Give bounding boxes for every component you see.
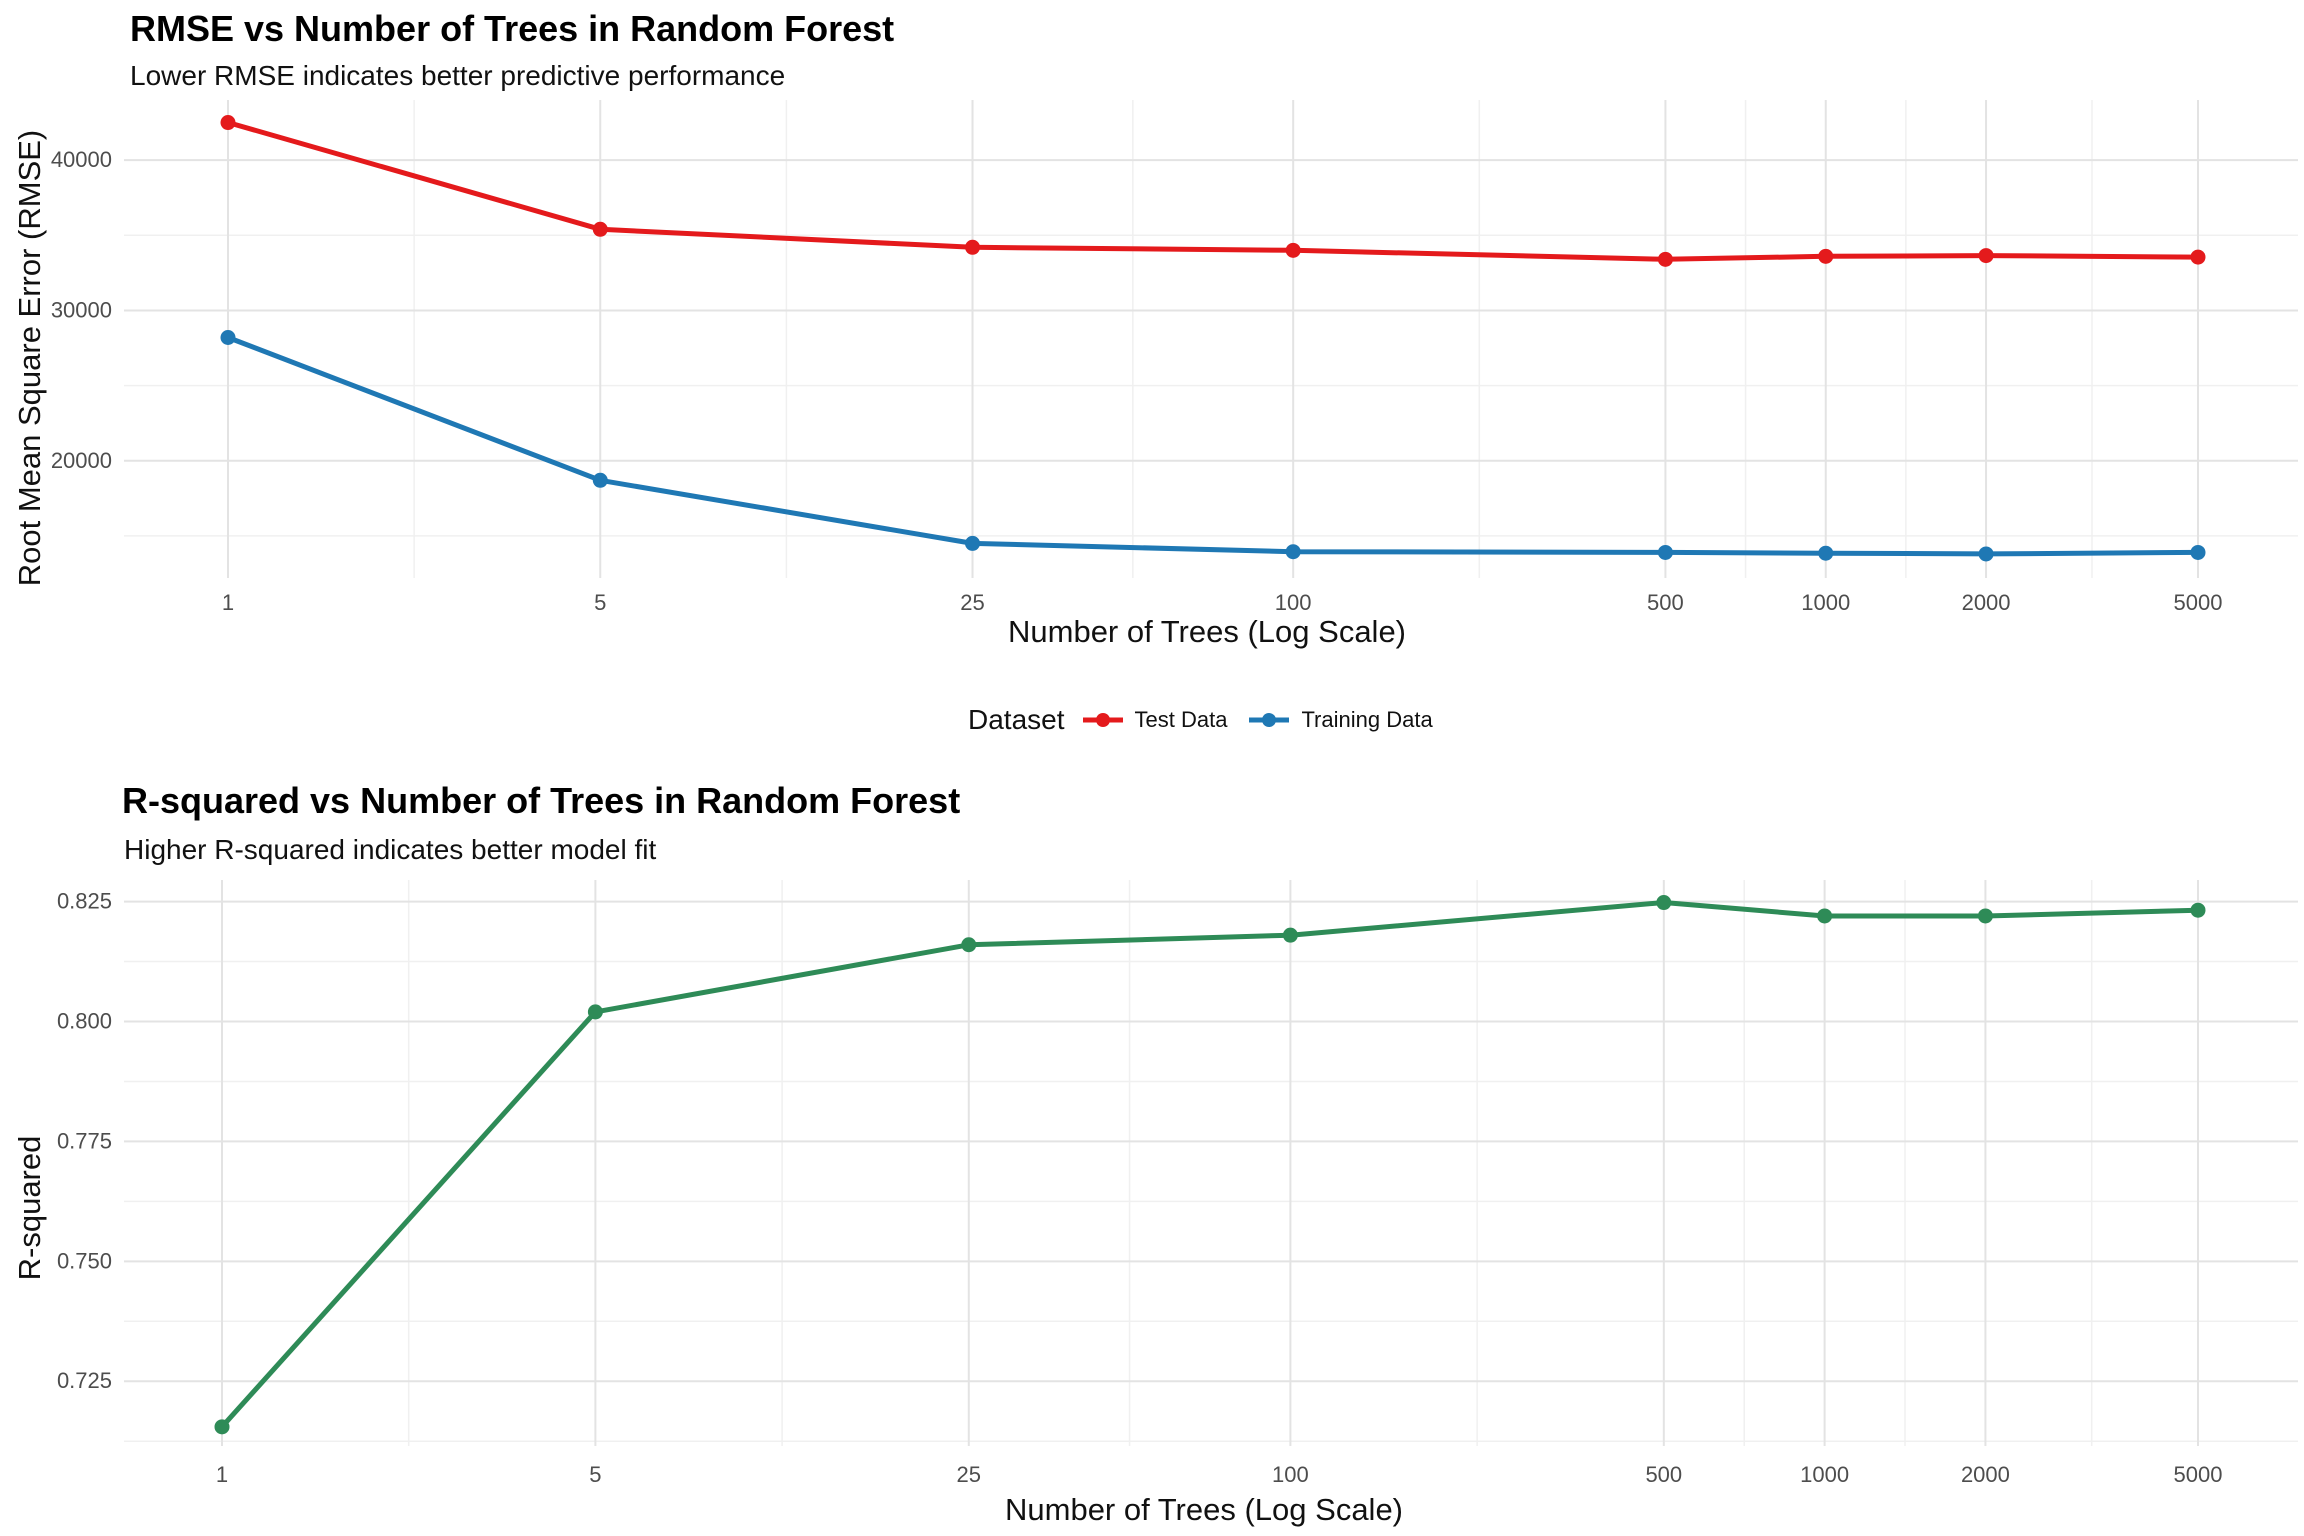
rmse-y-tick-label: 40000 (51, 147, 112, 172)
legend-title: Dataset (968, 704, 1065, 735)
rmse-series-training-data-point (1818, 545, 1834, 561)
rmse-y-tick-label: 20000 (51, 448, 112, 473)
rmse-series-test-data-point (965, 239, 981, 255)
legend-key-test-icon (1082, 713, 1123, 727)
r2-y-tick-label: 0.725 (57, 1368, 112, 1393)
rmse-series-training-data-point (1657, 544, 1673, 560)
rmse-series-test-data-line (225, 120, 2201, 262)
chart-title-rmse: RMSE vs Number of Trees in Random Forest (130, 8, 895, 49)
r2-y-tick-label: 0.750 (57, 1248, 112, 1273)
rmse-y-tick-label: 30000 (51, 297, 112, 322)
r2-y-tick-label: 0.800 (57, 1009, 112, 1034)
rmse-series-test-data-point (592, 221, 608, 237)
legend: Dataset Test Data Training Data (968, 700, 1455, 740)
rmse-x-tick-label: 25 (960, 590, 984, 615)
r2-x-tick-label: 5 (589, 1462, 601, 1487)
rmse-x-tick-label: 5 (594, 590, 606, 615)
r2-series-0-point (1282, 927, 1298, 943)
rmse-series-training-data-point (592, 472, 608, 488)
rmse-series-test-data-point (1657, 251, 1673, 267)
rmse-x-tick-label: 500 (1647, 590, 1684, 615)
r2-x-tick-label: 100 (1272, 1462, 1309, 1487)
chart-subtitle-r2: Higher R-squared indicates better model … (124, 834, 657, 865)
rmse-series-training-data-point (1285, 544, 1301, 560)
r2-series-0-point (2190, 902, 2206, 918)
r2-series-0-point (1977, 908, 1993, 924)
chart-title-r2: R-squared vs Number of Trees in Random F… (122, 780, 961, 821)
r2-x-tick-label: 1 (216, 1462, 228, 1487)
r2-series-0-line (219, 900, 2201, 1430)
r2-x-axis-title: Number of Trees (Log Scale) (1005, 1492, 1404, 1527)
legend-label-training: Training Data (1301, 707, 1433, 732)
legend-label-test: Test Data (1134, 707, 1228, 732)
r2-series-0-point (1817, 908, 1833, 924)
r2-x-tick-label: 5000 (2174, 1462, 2223, 1487)
rmse-x-tick-label: 1000 (1801, 590, 1850, 615)
rmse-series-test-data-point (1818, 248, 1834, 264)
rmse-x-tick-label: 1 (222, 590, 234, 615)
legend-item-training: Training Data (1249, 707, 1433, 733)
r2-series-0-point (961, 937, 977, 953)
r2-series-0-point (587, 1004, 603, 1020)
rmse-x-tick-label: 100 (1275, 590, 1312, 615)
r2-series-0-point (214, 1419, 230, 1435)
rmse-series-training-data-point (965, 535, 981, 551)
rmse-series-training-data-point (220, 329, 236, 345)
rmse-series-test-data-point (2190, 249, 2206, 265)
legend-key-training-icon (1249, 713, 1290, 727)
rmse-series-test-data-point (220, 115, 236, 131)
rmse-series-test-data-point (1285, 242, 1301, 258)
r2-y-tick-label: 0.775 (57, 1128, 112, 1153)
legend-item-test: Test Data (1082, 707, 1228, 733)
r2-x-tick-label: 2000 (1961, 1462, 2010, 1487)
rmse-x-tick-label: 2000 (1962, 590, 2011, 615)
rmse-series-training-data-point (1978, 546, 1994, 562)
rmse-x-tick-label: 5000 (2174, 590, 2223, 615)
rmse-series-training-data-line (225, 335, 2201, 557)
r2-y-tick-label: 0.825 (57, 889, 112, 914)
r2-series-0-point (1656, 895, 1672, 911)
r2-x-tick-label: 1000 (1800, 1462, 1849, 1487)
rmse-series-training-data-point (2190, 544, 2206, 560)
rmse-x-axis-title: Number of Trees (Log Scale) (1008, 614, 1407, 649)
r2-x-tick-label: 25 (957, 1462, 981, 1487)
r2-x-tick-label: 500 (1645, 1462, 1682, 1487)
r2-y-axis-title: R-squared (12, 1135, 47, 1281)
rmse-series-test-data-point (1978, 248, 1994, 264)
chart-subtitle-rmse: Lower RMSE indicates better predictive p… (130, 60, 786, 91)
